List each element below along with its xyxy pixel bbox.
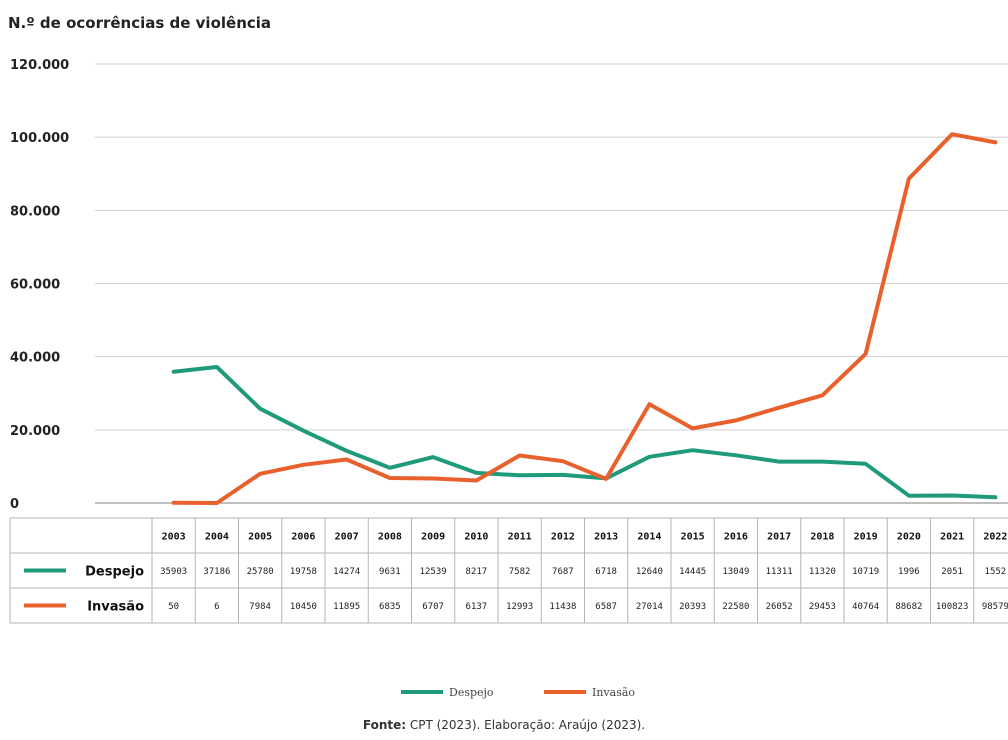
table-cell: 10450 xyxy=(290,602,317,612)
y-tick-label: 60.000 xyxy=(10,278,60,293)
table-year-2003: 2003 xyxy=(162,532,186,543)
table-cell: 12640 xyxy=(636,567,663,577)
table-year-2009: 2009 xyxy=(421,532,445,543)
table-year-2011: 2011 xyxy=(508,532,532,543)
table-year-2014: 2014 xyxy=(637,532,661,543)
table-year-2004: 2004 xyxy=(205,532,229,543)
source-note: Fonte: CPT (2023). Elaboração: Araújo (2… xyxy=(0,718,1008,732)
table-year-2006: 2006 xyxy=(291,532,315,543)
table-cell: 12993 xyxy=(506,602,533,612)
table-year-2008: 2008 xyxy=(378,532,402,543)
table-cell: 13049 xyxy=(722,567,749,577)
source-label: Fonte: xyxy=(362,718,407,732)
table-cell: 100823 xyxy=(936,602,969,612)
table-cell: 6707 xyxy=(422,602,444,612)
table-cell: 25780 xyxy=(247,567,274,577)
table-cell: 1996 xyxy=(898,567,920,577)
table-row-label: Despejo xyxy=(85,565,144,580)
table-year-2013: 2013 xyxy=(594,532,618,543)
table-cell: 22580 xyxy=(722,602,749,612)
table-cell: 40764 xyxy=(852,602,879,612)
table-cell: 98579 xyxy=(982,602,1008,612)
table-cell: 50 xyxy=(168,602,179,612)
table-cell: 37186 xyxy=(203,567,230,577)
table-cell: 7582 xyxy=(509,567,531,577)
legend-label-0: Despejo xyxy=(449,686,494,699)
table-cell: 11311 xyxy=(766,567,793,577)
table-cell: 10719 xyxy=(852,567,879,577)
table-cell: 11895 xyxy=(333,602,360,612)
table-cell: 6137 xyxy=(466,602,488,612)
series-lines xyxy=(171,132,998,505)
data-table: 2003 2004 2005 2006 2007 2008 2009 2010 2011 2012… xyxy=(9,517,1008,624)
table-cell: 8217 xyxy=(466,567,488,577)
source-text: CPT (2023). Elaboração: Araújo (2023). xyxy=(406,718,646,732)
y-tick-labels: 0 20.000 40.000 60.000 80.000 100.000 120.000 xyxy=(10,58,69,512)
series-line-invaso xyxy=(171,132,998,505)
table-row-label: Invasão xyxy=(87,600,144,615)
table-year-2019: 2019 xyxy=(854,532,878,543)
y-axis-title: N.º de ocorrências de violência xyxy=(8,14,272,32)
table-year-2016: 2016 xyxy=(724,532,748,543)
table-cell: 27014 xyxy=(636,602,663,612)
table-year-2007: 2007 xyxy=(335,532,359,543)
table-cell: 88682 xyxy=(895,602,922,612)
table-cell: 6587 xyxy=(595,602,617,612)
y-tick-label: 120.000 xyxy=(10,58,69,73)
table-cell: 35903 xyxy=(160,567,187,577)
y-tick-label: 100.000 xyxy=(10,131,69,146)
table-cell: 1552 xyxy=(985,567,1007,577)
table-year-2012: 2012 xyxy=(551,532,575,543)
line-chart: 020.00040.00060.00080.000100.000120.000 … xyxy=(9,58,1008,699)
table-cell: 7687 xyxy=(552,567,574,577)
table-cell: 19758 xyxy=(290,567,317,577)
table-year-2018: 2018 xyxy=(810,532,834,543)
legend-label-1: Invasão xyxy=(592,686,635,699)
table-cell: 14445 xyxy=(679,567,706,577)
table-cell: 6718 xyxy=(595,567,617,577)
table-year-2015: 2015 xyxy=(681,532,705,543)
table-cell: 12539 xyxy=(420,567,447,577)
y-tick-label: 40.000 xyxy=(10,351,60,366)
y-tick-label: 0 xyxy=(10,497,19,512)
series-line-despejo xyxy=(171,365,998,500)
table-year-2005: 2005 xyxy=(248,532,272,543)
table-cell: 6835 xyxy=(379,602,401,612)
table-cell: 26052 xyxy=(766,602,793,612)
y-tick-label: 80.000 xyxy=(10,204,60,219)
table-year-2020: 2020 xyxy=(897,532,921,543)
grid-lines xyxy=(95,63,1008,504)
table-cell: 20393 xyxy=(679,602,706,612)
table-cell: 29453 xyxy=(809,602,836,612)
table-cell: 6 xyxy=(214,602,219,612)
table-cell: 2051 xyxy=(941,567,963,577)
table-cell: 11320 xyxy=(809,567,836,577)
table-year-2017: 2017 xyxy=(767,532,791,543)
table-cell: 9631 xyxy=(379,567,401,577)
table-cell: 14274 xyxy=(333,567,360,577)
table-year-2010: 2010 xyxy=(464,532,488,543)
y-tick-label: 20.000 xyxy=(10,424,60,439)
table-cell: 11438 xyxy=(549,602,576,612)
table-cell: 7984 xyxy=(249,602,271,612)
table-year-2021: 2021 xyxy=(940,532,964,543)
table-year-2022: 2022 xyxy=(983,532,1007,543)
legend: Despejo Invasão xyxy=(401,686,635,699)
